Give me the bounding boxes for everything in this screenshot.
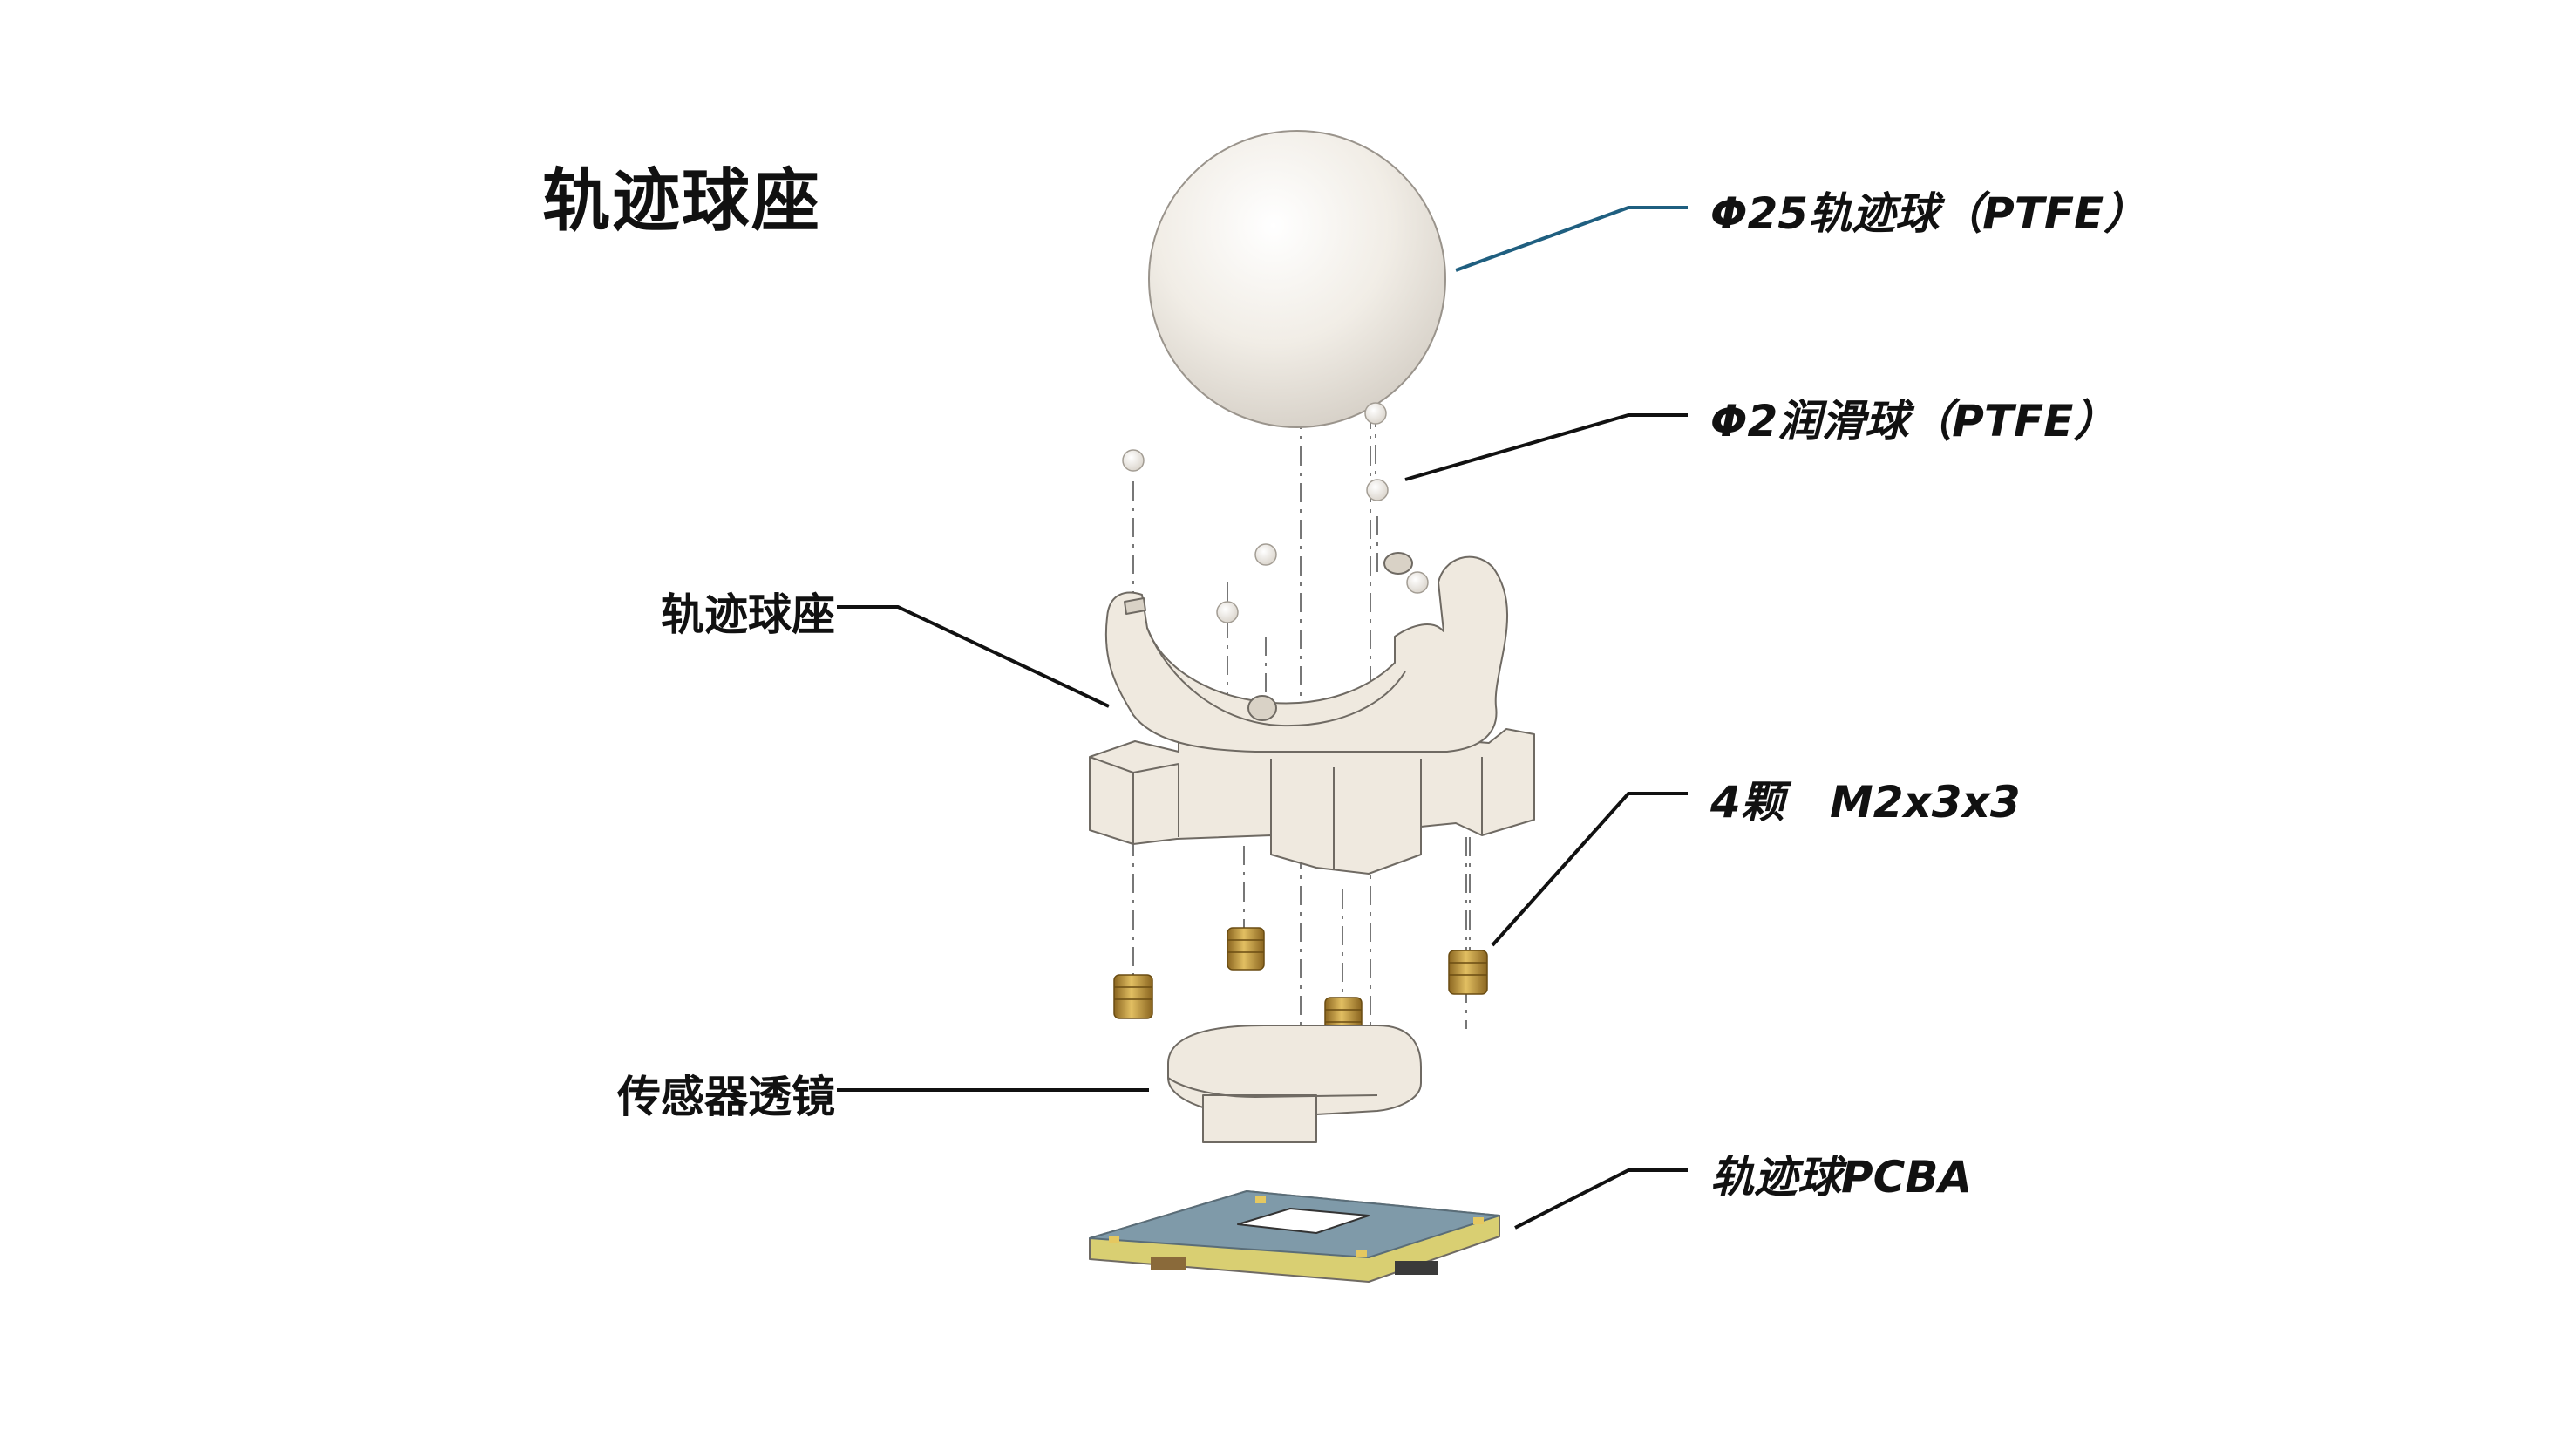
lube-ball [1254, 543, 1277, 566]
callout-pcba: 轨迹球PCBA [1710, 1152, 1973, 1202]
ball-seat [1089, 552, 1535, 875]
callout-ball-seat: 轨迹球座 [661, 589, 835, 640]
leader-pcba [1514, 1168, 1688, 1230]
leader-lines [837, 206, 1688, 1230]
callout-inserts: 4颗 M2x3x3 [1710, 777, 2021, 828]
brass-insert [1227, 927, 1265, 971]
callout-lube-balls: Φ2润滑球（PTFE） [1710, 396, 2117, 446]
trackball [1148, 130, 1446, 428]
lube-balls [1122, 402, 1429, 623]
lube-ball [1364, 402, 1387, 425]
brass-insert [1448, 950, 1488, 995]
lube-ball [1406, 571, 1429, 594]
sensor-lens [1167, 1025, 1422, 1143]
leader-inserts [1491, 792, 1688, 947]
lube-ball [1366, 479, 1389, 501]
leader-ball-seat [837, 605, 1110, 708]
leader-lube-balls [1404, 413, 1688, 481]
leader-trackball [1455, 206, 1688, 272]
brass-insert [1113, 974, 1153, 1019]
callout-sensor-lens: 传感器透镜 [617, 1072, 835, 1122]
lube-ball [1216, 601, 1239, 623]
lube-ball [1122, 449, 1145, 472]
trackball-pcba [1089, 1190, 1500, 1283]
page-title: 轨迹球座 [542, 162, 822, 241]
callout-trackball: Φ25轨迹球（PTFE） [1710, 188, 2148, 239]
